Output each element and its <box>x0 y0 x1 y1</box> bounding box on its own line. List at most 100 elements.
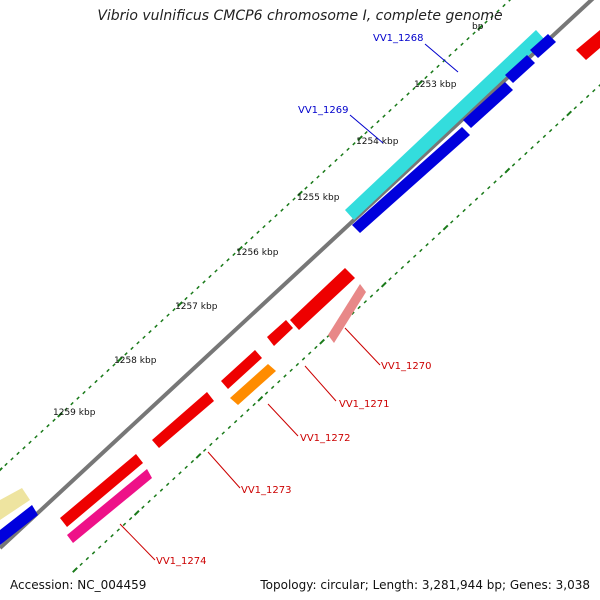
gene-label-1270[interactable]: VV1_1270 <box>381 361 432 372</box>
tick-mark <box>322 169 326 174</box>
tick-mark <box>166 313 170 317</box>
tick-mark <box>477 24 483 31</box>
tick-mark <box>172 307 176 312</box>
tick-mark <box>448 53 452 58</box>
gene-blue-left[interactable] <box>0 505 38 545</box>
tick-mark <box>424 75 428 80</box>
gene-vv1-1268[interactable] <box>345 30 545 220</box>
kbp-label: 1257 kbp <box>175 302 218 312</box>
tick-mark <box>283 374 287 378</box>
tick-mark <box>94 379 98 384</box>
tick-mark <box>221 431 225 435</box>
tick-mark <box>227 425 232 430</box>
tick-mark <box>412 86 416 91</box>
gene-label-1272[interactable]: VV1_1272 <box>300 433 351 444</box>
gene-label-1273[interactable]: VV1_1273 <box>241 485 292 496</box>
tick-mark <box>301 357 306 361</box>
tick-mark <box>277 379 281 384</box>
tick-mark <box>28 440 32 445</box>
tick-mark <box>270 385 275 390</box>
gene-red-edge[interactable] <box>576 30 600 60</box>
gene-vv1-1270[interactable] <box>328 284 366 343</box>
genome-backbone <box>0 0 595 550</box>
gene-label-1269[interactable]: VV1_1269 <box>298 105 349 116</box>
tick-mark <box>363 300 368 304</box>
tick-mark <box>159 488 164 492</box>
tick-mark <box>4 462 8 467</box>
gene-vv1-1272[interactable] <box>230 364 276 405</box>
accession-text: Accession: NC_004459 <box>10 578 147 592</box>
tick-mark <box>91 551 96 555</box>
tick-mark <box>462 208 466 213</box>
tick-mark <box>130 346 134 351</box>
leader-line-1269 <box>349 114 384 144</box>
tick-mark <box>147 499 151 504</box>
gene-vv1-1271[interactable] <box>267 320 293 346</box>
tick-mark <box>177 301 183 308</box>
gene-vv1-1269[interactable] <box>352 127 470 233</box>
tick-mark <box>70 401 74 406</box>
gene-label-1274[interactable]: VV1_1274 <box>156 556 207 567</box>
gene-label-1271[interactable]: VV1_1271 <box>339 399 390 410</box>
tick-mark <box>64 407 68 411</box>
tick-mark <box>542 134 547 139</box>
gene-red-low[interactable] <box>60 454 143 527</box>
tick-mark <box>215 437 219 441</box>
tick-mark <box>508 0 512 2</box>
tick-mark <box>256 230 260 234</box>
gene-red-mid[interactable] <box>221 350 262 389</box>
tick-mark <box>406 92 410 96</box>
tick-mark <box>295 362 300 367</box>
kbp-label: 1256 kbp <box>236 248 279 258</box>
tick-mark <box>375 288 380 293</box>
tick-mark <box>252 402 256 407</box>
tick-mark <box>184 465 188 470</box>
tick-mark <box>561 117 565 121</box>
tick-mark <box>246 408 250 412</box>
tick-mark <box>456 214 460 218</box>
leader-line-1268 <box>424 43 459 73</box>
tick-mark <box>184 296 188 301</box>
kbp-label-partial: bp <box>472 22 484 32</box>
tick-mark <box>46 424 50 428</box>
tick-mark <box>450 220 454 224</box>
tick-mark <box>388 277 392 281</box>
tick-mark <box>579 100 584 104</box>
gene-vv1-1274[interactable] <box>67 469 152 543</box>
gene-beige[interactable] <box>0 488 30 520</box>
tick-mark <box>530 146 534 150</box>
kbp-label: 1254 kbp <box>356 137 399 147</box>
tick-mark <box>484 20 488 24</box>
tick-mark <box>172 476 176 481</box>
tick-mark <box>487 185 491 190</box>
tick-mark <box>480 191 485 196</box>
gene-blue-c[interactable] <box>505 55 535 83</box>
tick-mark <box>136 341 140 345</box>
leader-line-1273 <box>207 451 241 489</box>
tick-mark <box>142 335 146 340</box>
tick-mark <box>0 467 3 472</box>
tick-mark <box>22 446 26 450</box>
tick-mark <box>106 368 110 373</box>
tick-mark <box>97 545 102 549</box>
tick-mark <box>133 510 140 516</box>
tick-mark <box>499 174 503 179</box>
tick-mark <box>555 123 559 127</box>
tick-mark <box>310 180 314 185</box>
gene-blue-b[interactable] <box>463 82 513 128</box>
gene-blue-d[interactable] <box>530 34 556 58</box>
gene-vv1-1270a[interactable] <box>290 268 355 330</box>
tick-mark <box>10 457 14 461</box>
tick-mark <box>419 248 423 253</box>
gene-vv1-1273[interactable] <box>152 392 214 448</box>
tick-mark <box>442 59 446 63</box>
tick-mark <box>400 97 404 102</box>
tick-mark <box>190 459 195 464</box>
tick-mark <box>82 390 86 395</box>
tick-mark <box>369 294 374 298</box>
tick-mark <box>124 352 128 356</box>
tick-mark <box>511 163 516 167</box>
tick-mark <box>244 241 248 246</box>
gene-label-1268[interactable]: VV1_1268 <box>373 33 424 44</box>
